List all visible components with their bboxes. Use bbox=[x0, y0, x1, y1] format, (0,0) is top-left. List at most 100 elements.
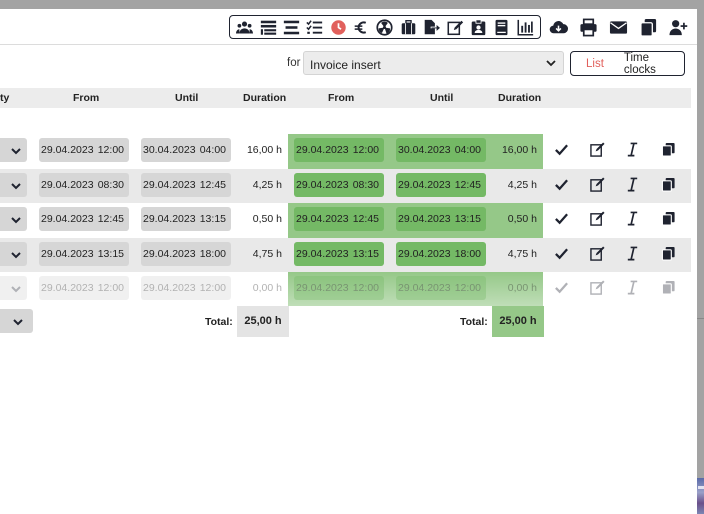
view-toggle: List Time clocks bbox=[570, 51, 685, 76]
edit-icon[interactable] bbox=[590, 280, 606, 296]
until-datetime-field[interactable]: 30.04.2023 04:00 bbox=[141, 138, 231, 162]
suitcase-icon[interactable] bbox=[399, 18, 417, 36]
check-icon[interactable] bbox=[554, 280, 570, 296]
radiation-icon[interactable] bbox=[376, 18, 394, 36]
clock-icon[interactable] bbox=[329, 18, 347, 36]
billing-until-datetime-field[interactable]: 29.04.2023 13:15 bbox=[396, 207, 486, 231]
until-time: 12:00 bbox=[199, 282, 226, 294]
copy-icon[interactable] bbox=[661, 142, 677, 158]
italic-icon[interactable] bbox=[625, 246, 641, 262]
billing-until-time: 18:00 bbox=[454, 247, 481, 260]
from-datetime-field[interactable]: 29.04.2023 13:15 bbox=[39, 241, 129, 266]
check-icon[interactable] bbox=[554, 246, 570, 262]
header-from-2: From bbox=[328, 92, 355, 104]
check-icon[interactable] bbox=[554, 142, 570, 158]
italic-icon[interactable] bbox=[625, 142, 641, 158]
export-icon[interactable] bbox=[423, 18, 441, 36]
billing-from-date: 29.04.2023 bbox=[296, 213, 349, 225]
from-time: 12:00 bbox=[97, 144, 124, 156]
edit-icon[interactable] bbox=[590, 245, 606, 262]
header-duration-2: Duration bbox=[498, 92, 542, 104]
from-datetime-field[interactable]: 29.04.2023 08:30 bbox=[39, 172, 129, 197]
edit-icon[interactable] bbox=[590, 211, 606, 227]
from-date: 29.04.2023 bbox=[41, 282, 94, 294]
cloud-download-icon[interactable] bbox=[548, 17, 568, 37]
mail-icon[interactable] bbox=[608, 17, 628, 37]
until-datetime-field[interactable]: 29.04.2023 12:00 bbox=[141, 276, 231, 300]
bulk-action-select[interactable] bbox=[0, 309, 33, 333]
align-icon[interactable] bbox=[282, 18, 300, 36]
copy-icon[interactable] bbox=[661, 177, 677, 193]
time-entries-dialog: for Invoice insert List Time clocks ty F… bbox=[0, 9, 697, 514]
copy-icon[interactable] bbox=[661, 246, 677, 262]
tab-list[interactable]: List bbox=[586, 57, 604, 70]
total-value-2: 25,00 h bbox=[492, 306, 544, 337]
activity-select[interactable] bbox=[0, 276, 27, 300]
billing-until-time: 12:45 bbox=[454, 178, 481, 191]
from-date: 29.04.2023 bbox=[41, 144, 94, 156]
header-from-1: From bbox=[73, 92, 100, 104]
billing-from-datetime-field[interactable]: 29.04.2023 12:00 bbox=[294, 138, 384, 162]
from-time: 13:15 bbox=[97, 247, 124, 260]
billing-until-datetime-field[interactable]: 29.04.2023 12:00 bbox=[396, 276, 486, 300]
billing-until-datetime-field[interactable]: 30.04.2023 04:00 bbox=[396, 138, 486, 162]
invoice-type-select[interactable]: Invoice insert bbox=[303, 51, 564, 75]
edit-icon[interactable] bbox=[446, 18, 464, 36]
italic-icon[interactable] bbox=[625, 211, 641, 227]
checklist-icon[interactable] bbox=[306, 18, 324, 36]
tab-time-clocks[interactable]: Time clocks bbox=[623, 51, 656, 76]
print-icon[interactable] bbox=[578, 17, 598, 37]
table-row: 29.04.2023 12:00 30.04.2023 04:00 16,00 h … bbox=[0, 134, 691, 168]
totals-row: Total: 25,00 h Total: 25,00 h bbox=[0, 306, 691, 337]
billing-from-datetime-field[interactable]: 29.04.2023 08:30 bbox=[294, 172, 384, 197]
book-icon[interactable] bbox=[493, 18, 511, 36]
billing-until-datetime-field[interactable]: 29.04.2023 12:45 bbox=[396, 172, 486, 197]
italic-icon[interactable] bbox=[625, 280, 641, 296]
chevron-down-icon bbox=[12, 315, 24, 333]
activity-select[interactable] bbox=[0, 241, 27, 266]
billing-from-datetime-field[interactable]: 29.04.2023 12:00 bbox=[294, 276, 384, 300]
chart-icon[interactable] bbox=[516, 18, 534, 36]
copy-icon[interactable] bbox=[638, 17, 658, 37]
billing-from-date: 29.04.2023 bbox=[296, 144, 349, 156]
from-datetime-field[interactable]: 29.04.2023 12:45 bbox=[39, 207, 129, 231]
edit-icon[interactable] bbox=[590, 142, 606, 158]
backdrop-right bbox=[696, 0, 704, 514]
list-icon[interactable] bbox=[259, 18, 277, 36]
from-time: 12:00 bbox=[97, 282, 124, 294]
module-toolbar bbox=[229, 15, 541, 39]
billing-duration-value: 0,50 h bbox=[507, 213, 537, 225]
users-icon[interactable] bbox=[236, 18, 254, 36]
check-icon[interactable] bbox=[554, 211, 570, 227]
euro-icon[interactable] bbox=[353, 18, 371, 36]
copy-icon[interactable] bbox=[661, 280, 677, 296]
activity-select[interactable] bbox=[0, 138, 27, 162]
id-badge-icon[interactable] bbox=[469, 18, 487, 36]
until-datetime-field[interactable]: 29.04.2023 13:15 bbox=[141, 207, 231, 231]
from-datetime-field[interactable]: 29.04.2023 12:00 bbox=[39, 138, 129, 162]
duration-value: 16,00 h bbox=[246, 144, 282, 156]
from-datetime-field[interactable]: 29.04.2023 12:00 bbox=[39, 276, 129, 300]
table-row: 29.04.2023 13:15 29.04.2023 18:00 4,75 h 2… bbox=[0, 237, 691, 272]
action-tools bbox=[548, 15, 688, 39]
copy-icon[interactable] bbox=[661, 211, 677, 227]
chevron-down-icon bbox=[10, 179, 22, 197]
billing-until-time: 13:15 bbox=[454, 213, 481, 225]
activity-select[interactable] bbox=[0, 207, 27, 231]
italic-icon[interactable] bbox=[625, 177, 641, 193]
billing-until-datetime-field[interactable]: 29.04.2023 18:00 bbox=[396, 241, 486, 266]
add-user-icon[interactable] bbox=[668, 17, 688, 37]
billing-until-date: 29.04.2023 bbox=[398, 213, 451, 225]
until-datetime-field[interactable]: 29.04.2023 12:45 bbox=[141, 172, 231, 197]
table-row: 29.04.2023 12:00 29.04.2023 12:00 0,00 h 2… bbox=[0, 272, 691, 306]
until-datetime-field[interactable]: 29.04.2023 18:00 bbox=[141, 241, 231, 266]
billing-until-time: 12:00 bbox=[454, 282, 481, 294]
billing-from-datetime-field[interactable]: 29.04.2023 13:15 bbox=[294, 241, 384, 266]
billing-from-datetime-field[interactable]: 29.04.2023 12:45 bbox=[294, 207, 384, 231]
total-value-1: 25,00 h bbox=[237, 306, 289, 337]
total-label-1: Total: bbox=[205, 316, 233, 328]
activity-select[interactable] bbox=[0, 172, 27, 197]
check-icon[interactable] bbox=[554, 177, 570, 193]
edit-icon[interactable] bbox=[590, 176, 606, 193]
header-ty: ty bbox=[0, 92, 10, 104]
